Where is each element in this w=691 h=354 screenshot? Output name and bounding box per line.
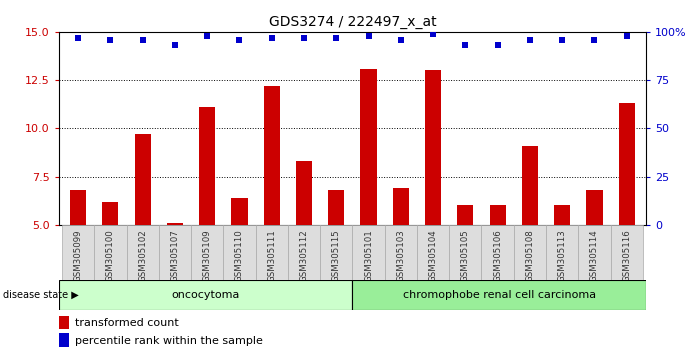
Bar — [385, 225, 417, 280]
Text: percentile rank within the sample: percentile rank within the sample — [75, 336, 263, 346]
Bar — [546, 225, 578, 280]
Bar — [457, 205, 473, 225]
Text: GSM305112: GSM305112 — [299, 229, 308, 282]
Point — [589, 37, 600, 42]
Point — [234, 37, 245, 42]
Text: chromophobe renal cell carcinoma: chromophobe renal cell carcinoma — [403, 290, 596, 300]
Text: GSM305111: GSM305111 — [267, 229, 276, 282]
Bar — [159, 225, 191, 280]
Point — [428, 31, 439, 36]
Text: oncocytoma: oncocytoma — [171, 290, 240, 300]
Bar — [514, 225, 546, 280]
Bar — [199, 107, 216, 225]
Point — [202, 33, 213, 39]
Bar — [62, 225, 94, 280]
Bar — [578, 225, 611, 280]
Bar — [126, 225, 159, 280]
Bar — [618, 103, 635, 225]
Point — [331, 35, 342, 40]
Bar — [191, 225, 223, 280]
Bar — [167, 223, 183, 225]
Bar — [223, 225, 256, 280]
Bar — [417, 225, 449, 280]
Text: GSM305102: GSM305102 — [138, 229, 147, 282]
Bar — [361, 69, 377, 225]
Point — [73, 35, 84, 40]
Bar — [328, 190, 344, 225]
Point — [105, 37, 116, 42]
Point — [299, 35, 310, 40]
Bar — [288, 225, 320, 280]
Bar — [59, 316, 69, 329]
Point — [363, 33, 374, 39]
Point — [395, 37, 406, 42]
Bar — [256, 225, 288, 280]
Bar — [59, 333, 69, 347]
Text: GSM305099: GSM305099 — [74, 229, 83, 282]
Text: GSM305110: GSM305110 — [235, 229, 244, 282]
Text: GSM305100: GSM305100 — [106, 229, 115, 282]
Text: GSM305106: GSM305106 — [493, 229, 502, 282]
Text: GSM305116: GSM305116 — [622, 229, 631, 282]
Bar — [352, 225, 385, 280]
Text: disease state ▶: disease state ▶ — [3, 290, 79, 300]
Bar — [320, 225, 352, 280]
Bar — [102, 202, 118, 225]
Text: GSM305104: GSM305104 — [428, 229, 437, 282]
Point — [492, 42, 503, 48]
Bar — [482, 225, 514, 280]
Point — [266, 35, 277, 40]
Point — [557, 37, 568, 42]
Bar — [425, 70, 441, 225]
Text: transformed count: transformed count — [75, 318, 179, 328]
Bar — [587, 190, 603, 225]
Text: GSM305115: GSM305115 — [332, 229, 341, 282]
Bar — [611, 225, 643, 280]
Title: GDS3274 / 222497_x_at: GDS3274 / 222497_x_at — [269, 16, 436, 29]
Point — [169, 42, 180, 48]
Text: GSM305107: GSM305107 — [171, 229, 180, 282]
Point — [137, 37, 148, 42]
Bar — [264, 86, 280, 225]
Bar — [135, 134, 151, 225]
Text: GSM305101: GSM305101 — [364, 229, 373, 282]
Bar — [352, 280, 646, 310]
Point — [621, 33, 632, 39]
Bar — [522, 146, 538, 225]
Bar — [296, 161, 312, 225]
Text: GSM305103: GSM305103 — [397, 229, 406, 282]
Bar — [392, 188, 409, 225]
Bar — [94, 225, 126, 280]
Bar — [489, 205, 506, 225]
Bar — [70, 190, 86, 225]
Text: GSM305108: GSM305108 — [525, 229, 534, 282]
Point — [524, 37, 536, 42]
Bar — [59, 280, 352, 310]
Text: GSM305113: GSM305113 — [558, 229, 567, 282]
Text: GSM305109: GSM305109 — [202, 229, 211, 282]
Point — [460, 42, 471, 48]
Text: GSM305114: GSM305114 — [590, 229, 599, 282]
Bar — [449, 225, 482, 280]
Bar — [231, 198, 247, 225]
Text: GSM305105: GSM305105 — [461, 229, 470, 282]
Bar — [554, 205, 570, 225]
